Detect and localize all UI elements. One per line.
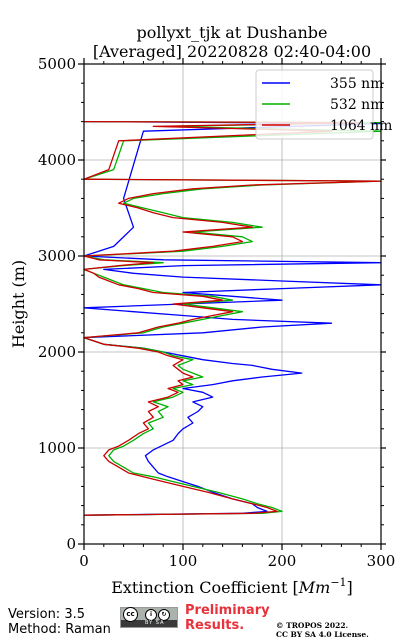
legend-label: 1064 nm: [330, 118, 392, 134]
series-group: [83, 120, 382, 516]
x-axis-label-unit: Mm: [298, 578, 331, 597]
legend: 355 nm 532 nm 1064 nm: [255, 69, 392, 140]
by-icon: i: [145, 609, 157, 621]
cc-license-logo[interactable]: cc i ↻ BY SA: [120, 607, 178, 628]
y-tick-label: 2000: [38, 343, 76, 361]
plot-frame: [83, 63, 382, 545]
series-line-1064-nm: [83, 120, 382, 516]
copyright-line-2: CC BY SA 4.0 License.: [276, 630, 369, 639]
y-tick-label: 4000: [38, 151, 76, 169]
y-axis-label: Height (m): [9, 260, 28, 348]
x-tick-label: 300: [367, 552, 396, 570]
cc-label: BY SA: [145, 620, 165, 626]
chart-title: pollyxt_tjk at Dushanbe: [136, 23, 327, 42]
cc-icon: cc: [123, 607, 138, 622]
version-text: Version: 3.5: [8, 607, 85, 622]
method-text: Method: Raman: [8, 622, 111, 637]
chart: pollyxt_tjk at Dushanbe [Averaged] 20220…: [9, 23, 396, 597]
preliminary-notice: Preliminary Results.: [185, 603, 270, 633]
x-tick-label: 200: [268, 552, 297, 570]
y-tick-label: 1000: [38, 439, 76, 457]
chart-subtitle: [Averaged] 20220828 02:40-04:00: [93, 42, 371, 61]
sa-icon: ↻: [158, 609, 170, 621]
x-axis-label-exp: −1: [330, 576, 346, 589]
series-line-355-nm: [83, 120, 382, 516]
y-tick-label: 5000: [38, 55, 76, 73]
x-axis-label: Extinction Coefficient [Mm−1]: [111, 576, 353, 597]
x-tick-label: 0: [79, 552, 89, 570]
series-line-532-nm: [83, 120, 382, 516]
legend-box: [255, 69, 374, 140]
x-axis-label-text: Extinction Coefficient [: [111, 578, 299, 597]
preliminary-line-2: Results.: [185, 618, 245, 633]
preliminary-line-1: Preliminary: [185, 603, 270, 618]
copyright-notice: © TROPOS 2022. CC BY SA 4.0 License.: [276, 621, 369, 639]
y-tick-label: 3000: [38, 247, 76, 265]
copyright-line-1: © TROPOS 2022.: [276, 621, 349, 630]
legend-label: 532 nm: [330, 97, 383, 113]
x-tick-label: 100: [169, 552, 198, 570]
legend-label: 355 nm: [330, 76, 383, 92]
y-tick-label: 0: [66, 535, 76, 553]
x-axis-label-end: ]: [347, 578, 353, 597]
